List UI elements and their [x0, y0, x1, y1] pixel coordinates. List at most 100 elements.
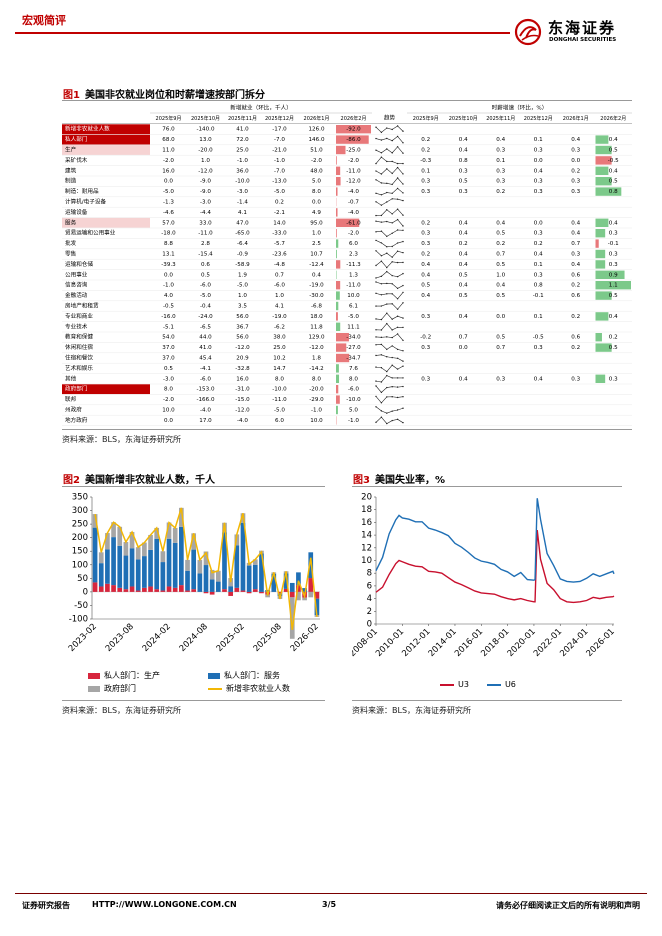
- data-bar: [336, 135, 369, 144]
- cell: 0.3: [534, 231, 543, 237]
- data-bar: [595, 156, 612, 165]
- cell: -5.0: [274, 408, 285, 414]
- sparkline-point: [380, 194, 383, 196]
- sparkline-point: [391, 386, 393, 388]
- column-header: 2025年10月: [449, 115, 478, 122]
- cell: -0.3: [420, 158, 431, 164]
- cell: 0.4: [534, 252, 543, 258]
- cell: -5.0: [163, 189, 174, 195]
- cell: -11.0: [198, 231, 213, 237]
- cell: 2.5: [312, 241, 321, 247]
- sparkline-point: [386, 137, 388, 140]
- sparkline: [375, 416, 404, 424]
- y-tick-label: 50: [77, 574, 88, 584]
- sparkline-point: [391, 364, 393, 366]
- bar: [142, 587, 147, 592]
- bar: [203, 551, 209, 566]
- cell: 1.3: [349, 272, 358, 278]
- sparkline-point: [396, 315, 399, 317]
- sparkline: [375, 240, 404, 248]
- cell: 0.4: [459, 376, 468, 382]
- row-label: 联邦: [65, 395, 77, 403]
- sparkline-point: [375, 250, 377, 252]
- figure-title: 美国非农就业岗位和时薪增速按部门拆分: [85, 90, 265, 101]
- sparkline-point: [375, 137, 377, 140]
- sparkline-point: [396, 357, 399, 359]
- y-tick-label: -50: [74, 601, 88, 611]
- bar: [179, 585, 184, 592]
- source: 资料来源：BLS，东海证券研究所: [62, 706, 182, 715]
- legend-item: 私人部门：服务: [208, 670, 328, 681]
- sparkline-point: [402, 291, 404, 294]
- cell: 0.4: [459, 137, 468, 143]
- cell: -0.7: [348, 200, 359, 206]
- row-label-fill: [62, 145, 150, 155]
- sparkline: [375, 406, 404, 414]
- y-tick-label: 18: [361, 505, 372, 515]
- cell: -5.0: [348, 314, 359, 320]
- cell: -6.0: [200, 376, 211, 382]
- cell: 47.0: [236, 220, 249, 226]
- cell: -7.0: [274, 137, 285, 143]
- sparkline: [375, 146, 404, 154]
- cell: -31.0: [235, 387, 250, 393]
- cell: 0.4: [459, 283, 468, 289]
- sparkline-point: [402, 251, 404, 254]
- sparkline-point: [391, 245, 393, 248]
- figure-label: 图3: [353, 475, 370, 486]
- cell: 36.0: [236, 168, 249, 174]
- cell: 0.4: [459, 220, 468, 226]
- cell: 0.4: [496, 283, 505, 289]
- row-label: 专业和商业: [65, 312, 93, 320]
- cell: 11.0: [162, 148, 175, 154]
- sparkline-point: [386, 412, 388, 414]
- cell: -6.8: [311, 304, 322, 310]
- sparkline-point: [380, 152, 383, 154]
- bar: [277, 591, 283, 594]
- cell: -3.0: [237, 189, 248, 195]
- sparkline-point: [402, 183, 404, 185]
- x-tick-label: 2025-02: [215, 622, 247, 654]
- cell: 36.7: [236, 324, 249, 330]
- figure-title: 美国新增非农就业人数，千人: [85, 475, 215, 486]
- sparkline: [375, 198, 404, 206]
- bar: [283, 588, 289, 592]
- bar: [302, 588, 307, 592]
- sparkline-point: [402, 407, 404, 409]
- cell: 10.0: [347, 293, 360, 299]
- cell: 68.0: [162, 137, 175, 143]
- cell: 0.5: [201, 272, 210, 278]
- data-bar: [336, 322, 341, 331]
- cell: 0.5: [496, 335, 505, 341]
- x-tick-label: 2024-02: [141, 622, 173, 654]
- y-tick-label: 6: [367, 581, 372, 591]
- bar: [148, 534, 153, 550]
- data-bar: [336, 229, 337, 238]
- cell: 16.0: [236, 376, 249, 382]
- cell: -34.0: [346, 335, 361, 341]
- bar: [271, 573, 277, 592]
- cell: 8.0: [312, 189, 321, 195]
- cell: -20.0: [198, 148, 213, 154]
- sparkline-point: [402, 199, 404, 202]
- bar: [252, 564, 258, 590]
- sparkline-point: [386, 422, 388, 425]
- sparkline-point: [380, 416, 383, 418]
- cell: 2.3: [349, 252, 358, 258]
- sparkline-point: [386, 293, 388, 295]
- sparkline: [375, 208, 404, 216]
- cell: 0.3: [534, 272, 543, 278]
- cell: 41.0: [199, 345, 212, 351]
- sparkline-point: [375, 336, 377, 338]
- sparkline-point: [380, 283, 383, 285]
- x-tick-label: 2023-02: [67, 622, 99, 654]
- footer-right: 请务必仔细阅读正文后的所有说明和声明: [496, 901, 640, 910]
- cell: 10.0: [162, 408, 175, 414]
- bar: [166, 522, 172, 539]
- cell: 18.0: [310, 314, 323, 320]
- column-group-header: 时薪增速（环比，%）: [492, 104, 548, 112]
- cell: 0.3: [459, 189, 468, 195]
- sparkline-point: [375, 239, 377, 242]
- data-bar: [336, 301, 339, 311]
- bar: [215, 581, 221, 592]
